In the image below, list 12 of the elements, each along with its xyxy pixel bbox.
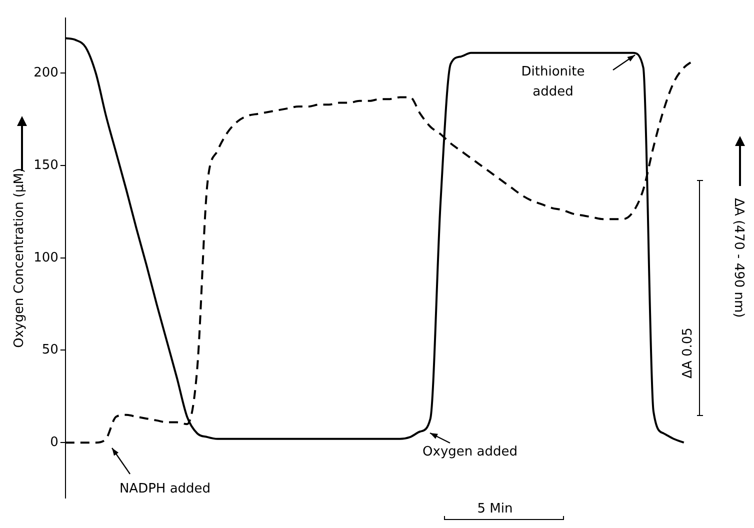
y2-axis-title: ΔA (470 - 490 nm): [730, 198, 746, 318]
annotation: Oxygen added: [422, 444, 518, 460]
y-tick-label: 200: [34, 66, 58, 81]
y-tick-label: 100: [34, 250, 58, 266]
y-tick-label: 0: [50, 434, 58, 450]
annotation: ΔA 0.05: [680, 328, 696, 378]
y-tick-label: 50: [42, 342, 58, 358]
y-axis-title: Oxygen Concentration (µM): [12, 168, 28, 348]
y-tick-label: 150: [34, 158, 58, 173]
annotation: NADPH added: [119, 481, 211, 496]
text: 5 Min: [477, 501, 513, 516]
annotation: Dithionite added: [521, 64, 585, 100]
